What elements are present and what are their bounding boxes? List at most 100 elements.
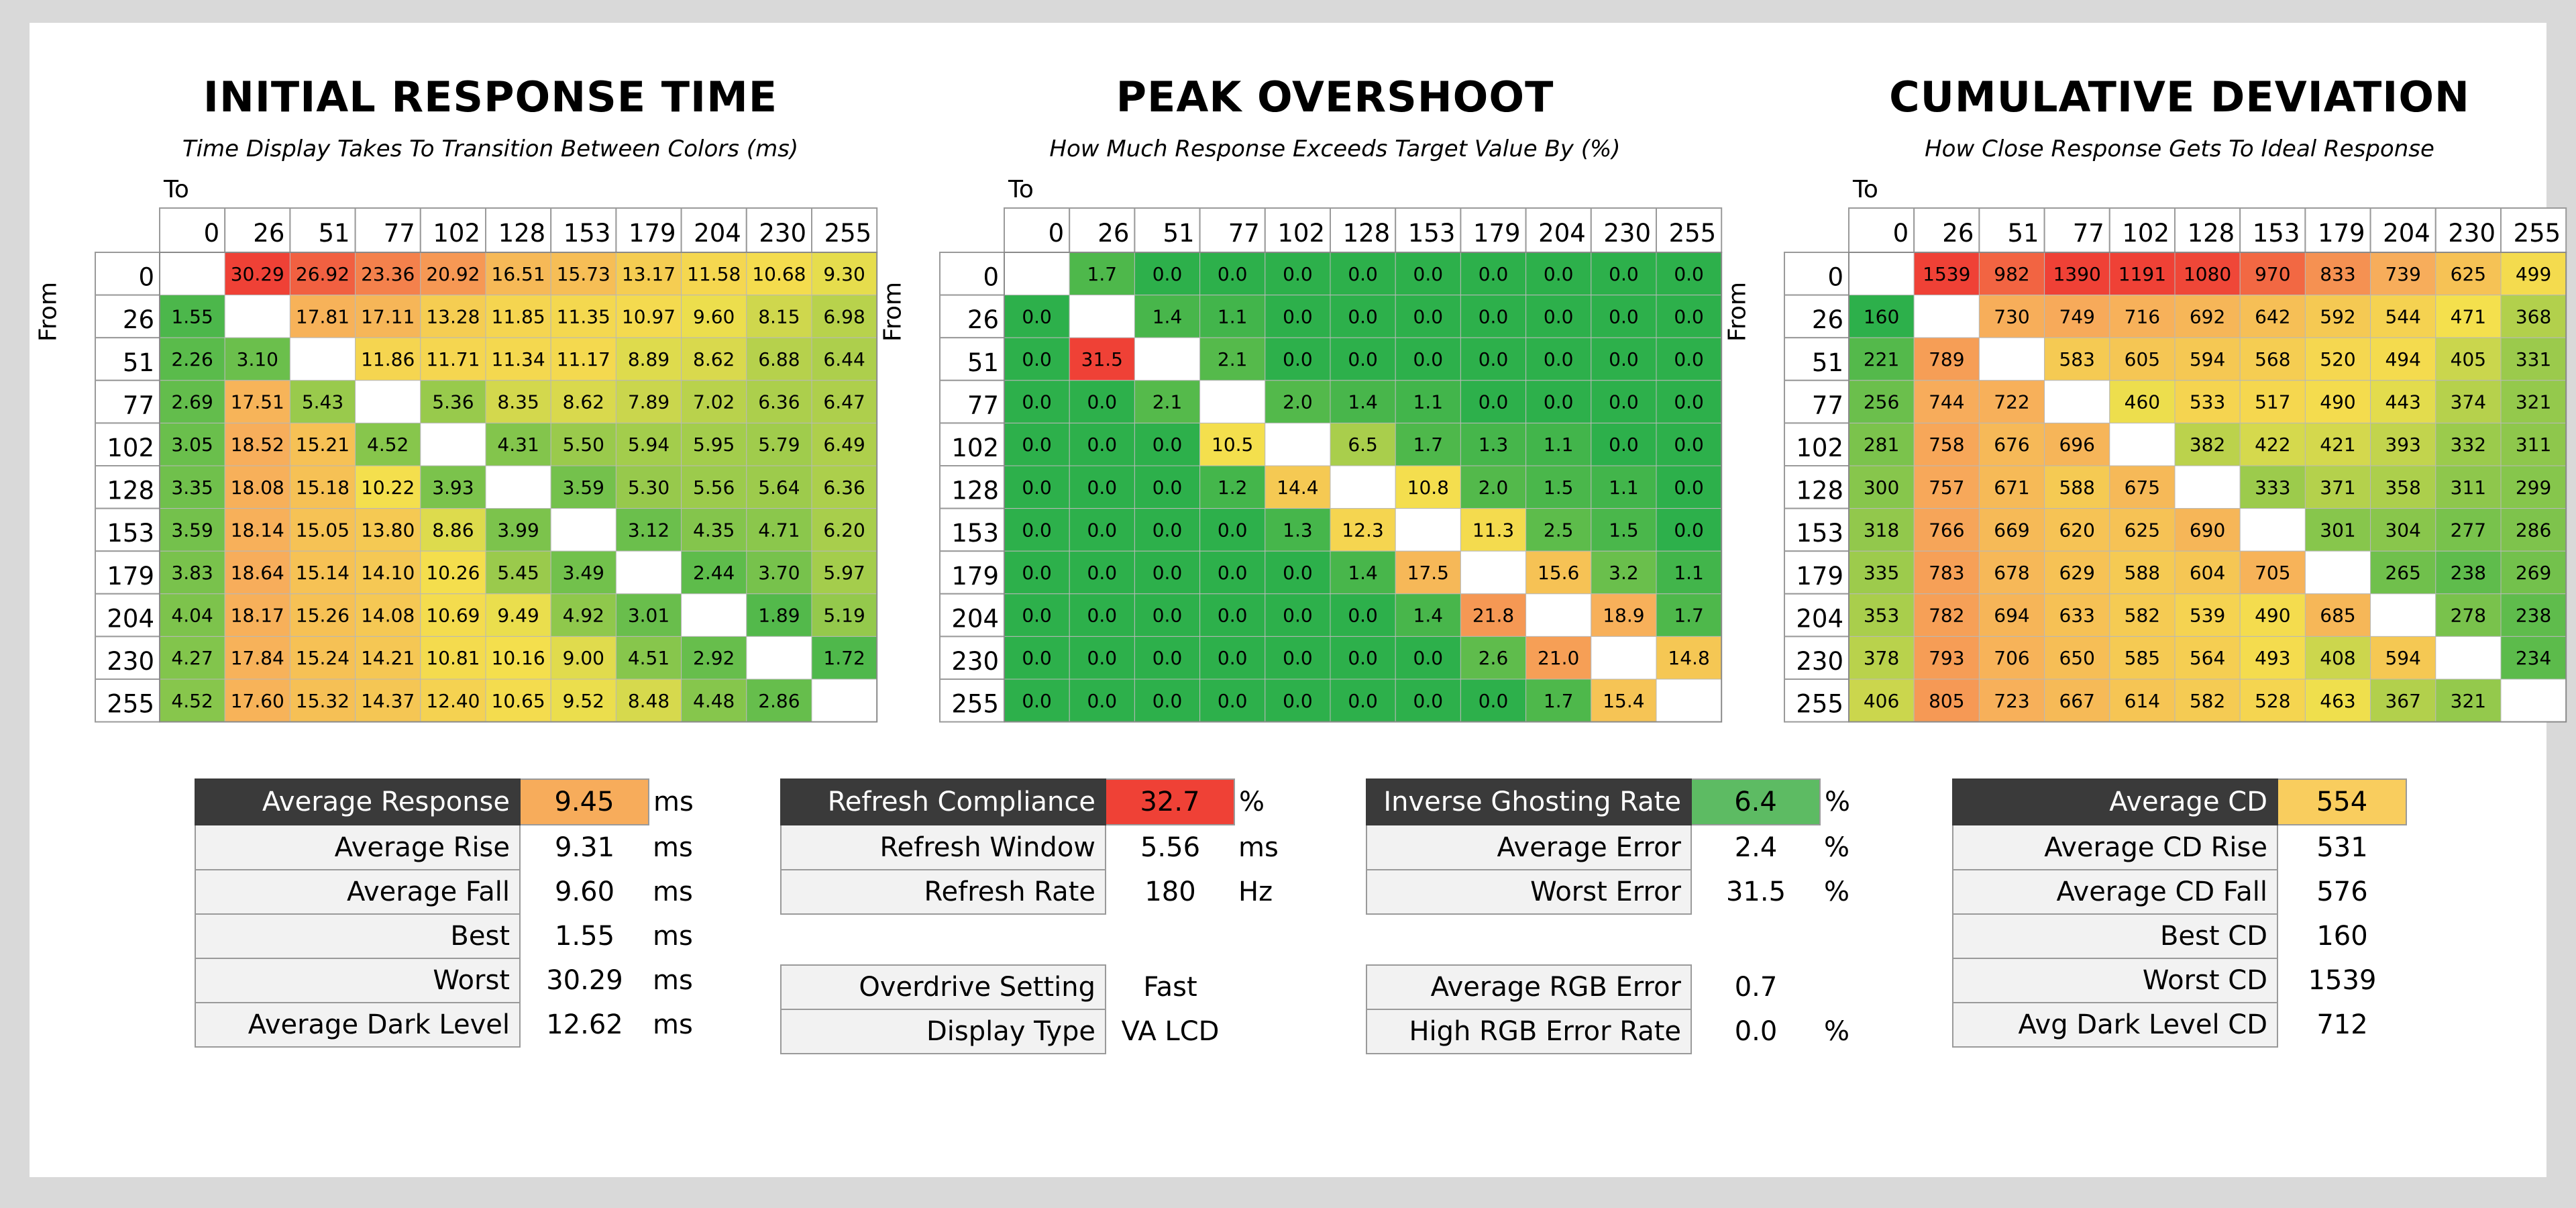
- cell-value: 0.0: [1413, 348, 1444, 370]
- cell-value: 160: [1864, 305, 1899, 328]
- cell-value: 0.0: [1022, 391, 1052, 413]
- heatmap-cell: [355, 593, 421, 637]
- heatmap-cell: [420, 636, 486, 680]
- cell-value: 0.0: [1022, 476, 1052, 499]
- cell-value: 10.68: [752, 263, 806, 285]
- column-header-cell: [2108, 207, 2176, 253]
- stat-label: Display Type: [780, 1009, 1106, 1054]
- from-axis-label: From: [1723, 281, 1752, 342]
- heatmap-cell: [1395, 465, 1461, 509]
- column-header: 51: [319, 219, 350, 248]
- cell-value: 318: [1864, 519, 1899, 541]
- cell-value: 650: [2059, 647, 2094, 669]
- cell-value: 0.0: [1413, 690, 1444, 712]
- cell-value: 0.0: [1087, 647, 1118, 669]
- heatmap-cell: [1913, 678, 1980, 723]
- heatmap-cell: [2044, 550, 2110, 595]
- cell-value: 642: [2255, 305, 2290, 328]
- cell-value: 15.14: [296, 562, 350, 584]
- heatmap-cell: [2109, 550, 2176, 595]
- cell-value: 0.0: [1674, 263, 1704, 285]
- heatmap-cell: [2174, 550, 2241, 595]
- cell-value: 18.08: [231, 476, 284, 499]
- row-header: 77: [967, 391, 999, 419]
- cell-value: 0.0: [1348, 647, 1378, 669]
- heatmap-cell: [2500, 380, 2567, 423]
- cell-value: 722: [1994, 391, 2029, 413]
- heatmap-cell: [1395, 295, 1461, 338]
- column-header: 26: [1097, 219, 1129, 248]
- heatmap-cell: [1395, 593, 1461, 637]
- cell-value: 5.50: [563, 434, 604, 456]
- cell-value: 1.3: [1283, 519, 1313, 541]
- cell-value: 13.80: [361, 519, 415, 541]
- cell-value: 8.89: [628, 348, 669, 370]
- column-header: 77: [1228, 219, 1260, 248]
- stat-label: Inverse Ghosting Rate: [1366, 778, 1692, 825]
- cell-value: 10.22: [361, 476, 415, 499]
- column-header: 153: [564, 219, 611, 248]
- cell-value: 9.60: [693, 305, 735, 328]
- cell-value: 6.49: [823, 434, 865, 456]
- heatmap-cell: [1591, 593, 1657, 637]
- cell-value: 5.79: [758, 434, 800, 456]
- row-header: 102: [1796, 434, 1843, 462]
- heatmap-cell: [746, 252, 812, 296]
- row-header-cell: [1784, 636, 1849, 681]
- row-header-cell: [95, 507, 160, 552]
- heatmap-cell: [2239, 252, 2306, 296]
- cell-value: 1.89: [758, 605, 800, 627]
- row-header: 128: [107, 476, 154, 505]
- heatmap-cell: [1913, 593, 1980, 637]
- heatmap-cell: [811, 593, 877, 637]
- stat-value: 30.29: [546, 965, 623, 996]
- heatmap-cell: [224, 295, 290, 338]
- heatmap-cell: [420, 380, 486, 423]
- stat-label: Average CD Rise: [1952, 824, 2278, 870]
- cell-value: 9.49: [497, 605, 539, 627]
- cell-value: 311: [2451, 476, 2486, 499]
- heatmap-cell: [1395, 337, 1461, 381]
- cell-value: 17.51: [231, 391, 284, 413]
- heatmap-cell: [1134, 337, 1201, 381]
- heatmap-cell: [1004, 593, 1070, 637]
- stat-value: 576: [2316, 876, 2368, 907]
- cell-value: 10.8: [1407, 476, 1449, 499]
- heatmap-cell: [1978, 550, 2045, 595]
- row-header-cell: [95, 678, 160, 723]
- cell-value: 0.0: [1609, 263, 1639, 285]
- cell-value: 494: [2385, 348, 2420, 370]
- heatmap-cell: [2370, 550, 2436, 595]
- heatmap-cell: [2109, 508, 2176, 552]
- column-header: 204: [694, 219, 741, 248]
- cell-value: 0.0: [1022, 690, 1052, 712]
- heatmap-cell: [1591, 337, 1657, 381]
- stat-value: 31.5: [1725, 876, 1786, 907]
- stat-value: 12.62: [546, 1009, 623, 1040]
- heatmap-cell: [1913, 422, 1980, 466]
- stat-value: 9.60: [554, 876, 615, 907]
- column-header: 0: [1893, 219, 1909, 248]
- stat-unit: %: [1824, 876, 1850, 907]
- cell-value: 15.73: [557, 263, 610, 285]
- stat-unit: %: [1239, 787, 1265, 817]
- heatmap-cell: [1525, 337, 1592, 381]
- heatmap-cell: [2500, 422, 2567, 466]
- stat-label: Refresh Compliance: [780, 778, 1106, 825]
- column-header: 51: [2008, 219, 2039, 248]
- cell-value: 406: [1864, 690, 1899, 712]
- stat-value: 9.31: [554, 832, 615, 863]
- row-header: 153: [951, 519, 999, 548]
- column-header: 179: [2318, 219, 2365, 248]
- heatmap-cell: [2109, 422, 2176, 466]
- cell-value: 443: [2385, 391, 2420, 413]
- cell-value: 0.0: [1674, 305, 1704, 328]
- heatmap-cell: [1069, 593, 1135, 637]
- cell-value: 6.44: [823, 348, 865, 370]
- heatmap-cell: [811, 465, 877, 509]
- cell-value: 8.62: [563, 391, 604, 413]
- cell-value: 23.36: [361, 263, 415, 285]
- cell-value: 625: [2451, 263, 2486, 285]
- row-header-cell: [939, 550, 1005, 595]
- heatmap-cell: [159, 337, 225, 381]
